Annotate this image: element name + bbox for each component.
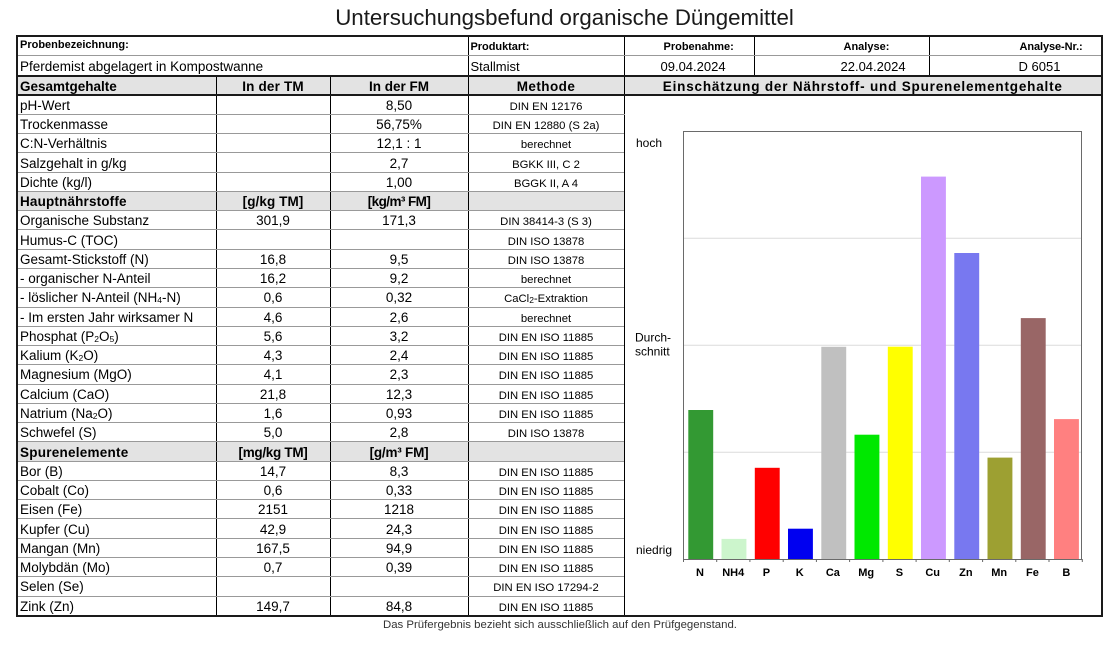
svg-text:Durch-: Durch- <box>635 331 671 345</box>
svg-text:Zn: Zn <box>959 567 973 579</box>
svg-text:P: P <box>763 567 770 579</box>
svg-text:NH4: NH4 <box>722 567 745 579</box>
svg-text:B: B <box>1062 567 1070 579</box>
svg-text:K: K <box>796 567 804 579</box>
svg-text:Mn: Mn <box>991 567 1007 579</box>
svg-text:N: N <box>696 567 704 579</box>
svg-text:niedrig: niedrig <box>636 543 672 557</box>
svg-text:hoch: hoch <box>636 136 662 150</box>
svg-text:Fe: Fe <box>1026 567 1039 579</box>
svg-text:schnitt: schnitt <box>635 345 670 359</box>
svg-text:Mg: Mg <box>858 567 874 579</box>
svg-text:Ca: Ca <box>826 567 841 579</box>
svg-text:Cu: Cu <box>925 567 940 579</box>
svg-text:S: S <box>896 567 903 579</box>
